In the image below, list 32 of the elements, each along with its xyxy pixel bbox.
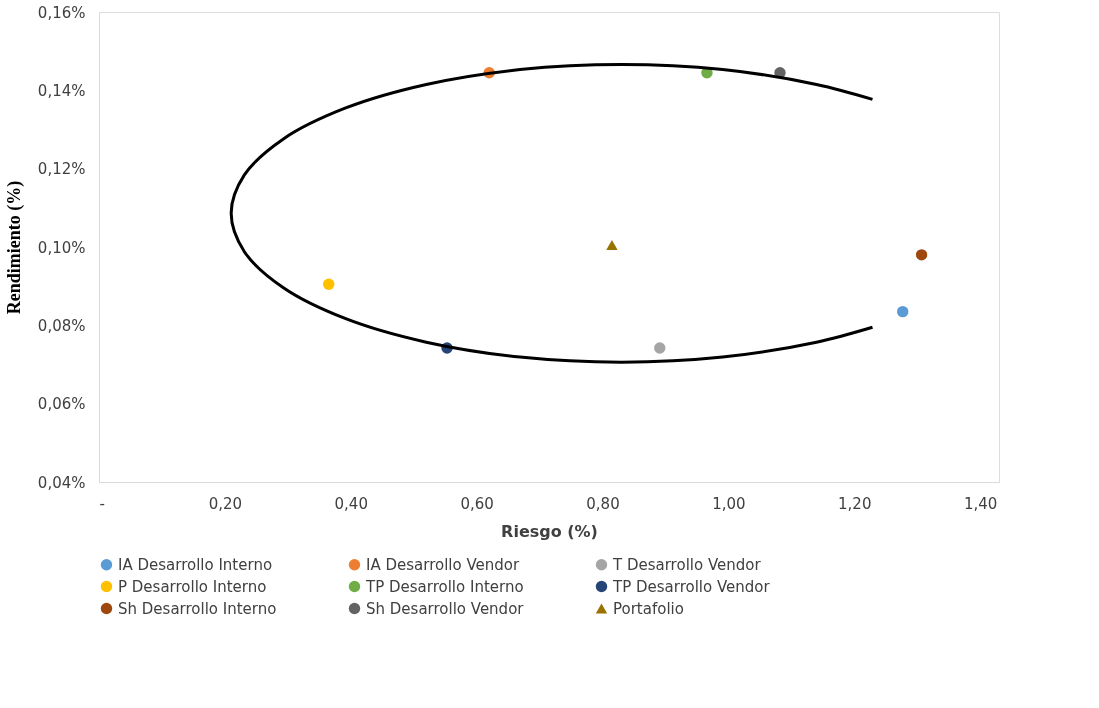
y-tick-label: 0,12% (37, 160, 86, 179)
y-tick-label: 0,14% (37, 81, 86, 100)
y-tick-label: 0,10% (37, 238, 86, 257)
legend-label: Sh Desarrollo Interno (118, 599, 277, 618)
point (915, 249, 928, 261)
legend-label: IA Desarrollo Vendor (366, 555, 520, 574)
point (606, 240, 618, 250)
y-tick-label: 0,06% (37, 395, 86, 414)
x-tick-label: 1,40 (963, 494, 998, 513)
y-tick-label: 0,04% (37, 473, 86, 492)
y-axis-title: Rendimiento (%) (3, 180, 25, 315)
legend-label: IA Desarrollo Interno (118, 555, 273, 574)
x-tick-label: 0,80 (586, 494, 620, 513)
line-series (229, 62, 874, 364)
y-tick-label: 0,16% (37, 3, 86, 22)
x-tick-label: 0,20 (208, 494, 243, 513)
x-tick-label: 0,40 (334, 494, 368, 513)
x-tick-label: 1,00 (712, 494, 746, 513)
point (897, 305, 909, 318)
point (323, 278, 335, 290)
x-axis-title: Riesgo (%) (501, 521, 598, 541)
y-tick-label: 0,08% (37, 316, 86, 335)
legend-label: T Desarrollo Vendor (612, 555, 762, 574)
x-tick-label: 1,20 (838, 494, 872, 513)
x-tick-label: - (99, 494, 105, 513)
legend-label: Portafolio (613, 599, 684, 618)
point (654, 342, 666, 354)
legend-label: Sh Desarrollo Vendor (366, 599, 525, 618)
x-tick-label: 0,60 (460, 494, 494, 513)
legend-label: TP Desarrollo Interno (365, 577, 524, 596)
legend-label: P Desarrollo Interno (118, 577, 267, 596)
legend-label: TP Desarrollo Vendor (612, 577, 771, 596)
